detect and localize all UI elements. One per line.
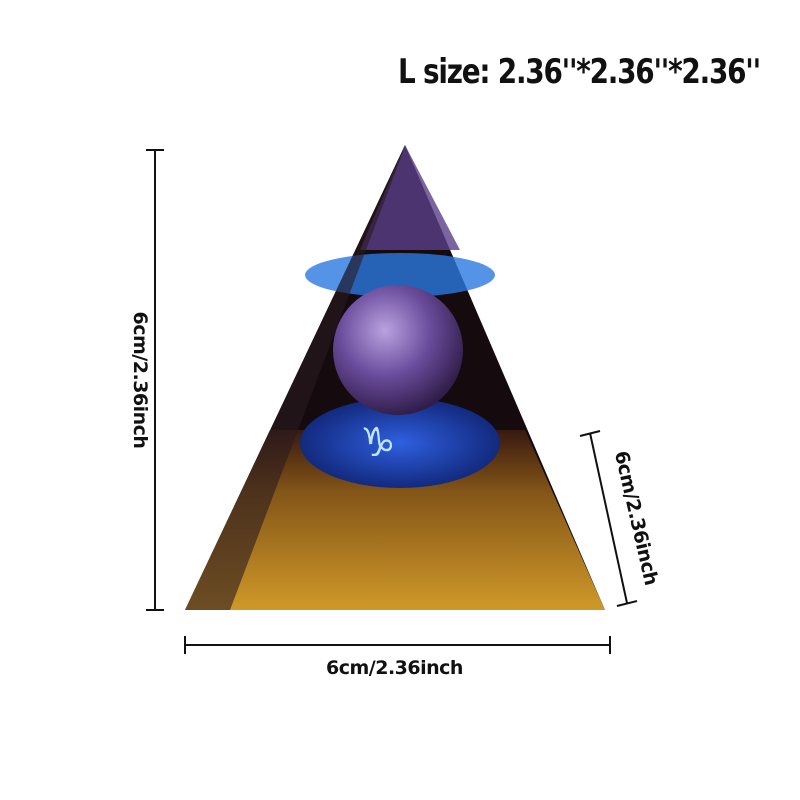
- zodiac-disc: [300, 398, 500, 488]
- width-label: 6cm/2.36inch: [326, 657, 463, 679]
- size-title: L size: 2.36''*2.36''*2.36'': [398, 52, 761, 92]
- pyramid-top-tip: [360, 145, 460, 250]
- amethyst-sphere: [333, 285, 463, 415]
- height-label: 6cm/2.36inch: [129, 311, 151, 449]
- pyramid-base-flakes: [185, 430, 605, 610]
- zodiac-symbol: ♑: [360, 420, 396, 466]
- dimension-lines: [146, 149, 638, 654]
